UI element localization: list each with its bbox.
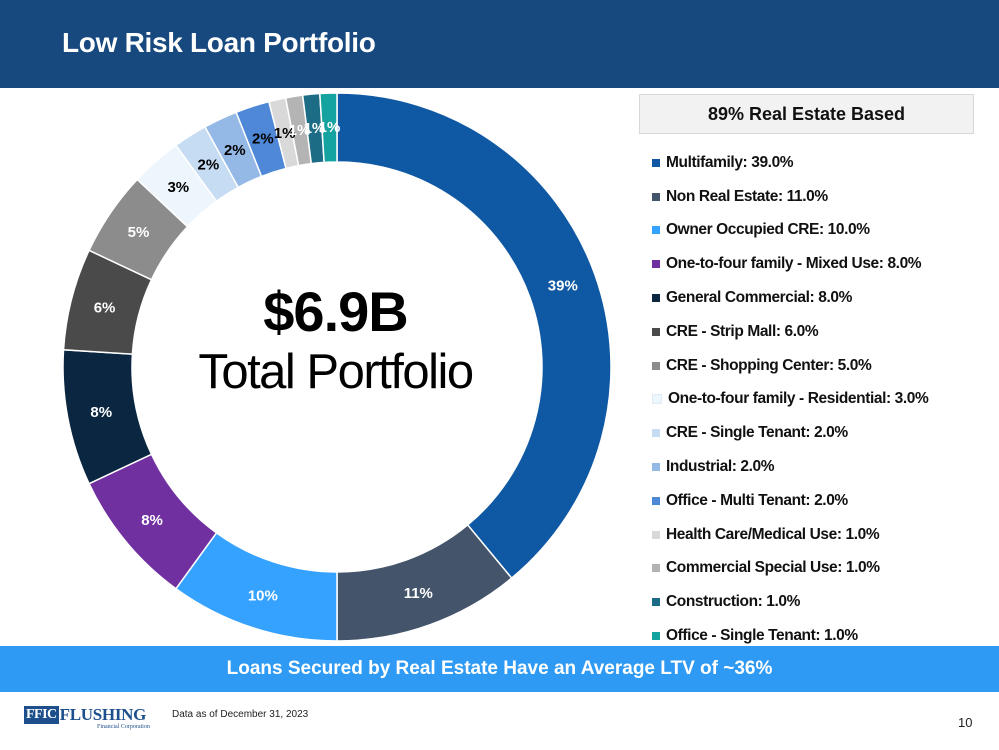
ltv-banner-text: Loans Secured by Real Estate Have an Ave… (226, 658, 773, 679)
legend-swatch (652, 327, 660, 336)
donut-center: $6.9B Total Portfolio (133, 280, 538, 400)
donut-slice-labels: 39%11%10%8%8%6%5%3%2%2%2% 1%1%1%1% (90, 119, 577, 604)
data-date-note: Data as of December 31, 2023 (172, 709, 309, 720)
legend-label: CRE - Shopping Center: 5.0% (666, 356, 872, 374)
legend-swatch (652, 226, 660, 235)
legend-label: Health Care/Medical Use: 1.0% (666, 525, 880, 543)
legend-swatch (652, 158, 660, 167)
chart-legend: Multifamily: 39.0% Non Real Estate: 11.0%… (652, 146, 929, 653)
legend-swatch (652, 192, 660, 201)
donut-slice (336, 92, 612, 580)
legend-label: CRE - Single Tenant: 2.0% (666, 424, 848, 442)
legend-label: General Commercial: 8.0% (666, 289, 852, 307)
legend-item: Non Real Estate: 11.0% (652, 180, 928, 214)
legend-label: One-to-four family - Mixed Use: 8.0% (666, 255, 922, 273)
legend-label: Construction: 1.0% (666, 593, 801, 611)
legend-swatch (652, 463, 660, 472)
legend-label: Industrial: 2.0% (666, 458, 775, 476)
legend-item: Office - Single Tenant: 1.0% (652, 619, 928, 653)
slice-label: 1% (274, 125, 296, 142)
legend-item: Construction: 1.0% (652, 585, 928, 619)
legend-label: CRE - Strip Mall: 6.0% (666, 322, 819, 340)
legend-heading: 89% Real Estate Based (707, 104, 906, 124)
legend-swatch (652, 598, 660, 607)
slice-label: 3% (167, 179, 189, 196)
legend-item: Commercial Special Use: 1.0% (652, 552, 928, 586)
legend-swatch (652, 496, 660, 505)
total-label: Total Portfolio (198, 345, 474, 399)
legend-swatch (652, 530, 660, 539)
legend-label: Office - Single Tenant: 1.0% (666, 627, 858, 645)
legend-item: One-to-four family - Mixed Use: 8.0% (652, 247, 928, 281)
legend-swatch (652, 564, 660, 573)
legend-label: Office - Multi Tenant: 2.0% (666, 491, 848, 509)
slice-label: 11% (404, 585, 433, 602)
legend-label: Multifamily: 39.0% (666, 153, 794, 171)
legend-label: Commercial Special Use: 1.0% (666, 559, 880, 577)
total-value: $6.9B (263, 280, 408, 343)
legend-item: CRE - Strip Mall: 6.0% (652, 315, 928, 349)
slice-label: 8% (90, 404, 112, 421)
legend-item: Industrial: 2.0% (652, 450, 928, 484)
legend-swatch (652, 429, 660, 438)
page-number: 10 (958, 715, 973, 730)
legend-item: CRE - Shopping Center: 5.0% (652, 349, 928, 383)
legend-item: Owner Occupied CRE: 10.0% (652, 214, 928, 248)
slice-label: 2% (224, 142, 246, 159)
legend-label: Non Real Estate: 11.0% (666, 187, 828, 205)
legend-swatch (652, 361, 660, 370)
legend-item: Office - Multi Tenant: 2.0% (652, 484, 928, 518)
donut-slice (318, 92, 338, 164)
slice-label: 1% (304, 120, 326, 137)
legend-swatch (652, 294, 660, 303)
slice-label: 8% (141, 512, 163, 529)
slice-label: 6% (94, 299, 116, 316)
slice-label: 10% (248, 587, 278, 604)
donut-slices (62, 92, 612, 642)
slice-label: 1% (319, 119, 341, 136)
header-bar: Low Risk Loan Portfolio (0, 0, 999, 88)
slice-label: 39% (548, 278, 578, 295)
legend-item: Multifamily: 39.0% (652, 146, 928, 180)
legend-item: Health Care/Medical Use: 1.0% (652, 518, 928, 552)
legend-label: One-to-four family - Residential: 3.0% (668, 390, 929, 408)
ltv-banner: Loans Secured by Real Estate Have an Ave… (0, 646, 999, 692)
legend-label: Owner Occupied CRE: 10.0% (666, 221, 870, 239)
slice-label: 5% (128, 224, 150, 241)
page-title: Low Risk Loan Portfolio (62, 27, 376, 58)
legend-heading-box: 89% Real Estate Based (639, 94, 974, 134)
logo-mark: FFIC (24, 706, 59, 724)
legend-swatch (652, 260, 660, 269)
logo-wordmark: FLUSHING (59, 705, 147, 724)
legend-item: CRE - Single Tenant: 2.0% (652, 416, 928, 450)
legend-item: One-to-four family - Residential: 3.0% (652, 383, 929, 417)
legend-swatch (652, 394, 662, 405)
slice-label: 1% (289, 122, 311, 139)
slice-label: 2% (252, 131, 274, 148)
legend-swatch (652, 632, 660, 641)
slice-label: 2% (198, 156, 220, 173)
logo-subtitle: Financial Corporation (97, 724, 150, 730)
company-logo: FFIC FLUSHING Financial Corporation (24, 705, 150, 730)
legend-item: General Commercial: 8.0% (652, 281, 928, 315)
